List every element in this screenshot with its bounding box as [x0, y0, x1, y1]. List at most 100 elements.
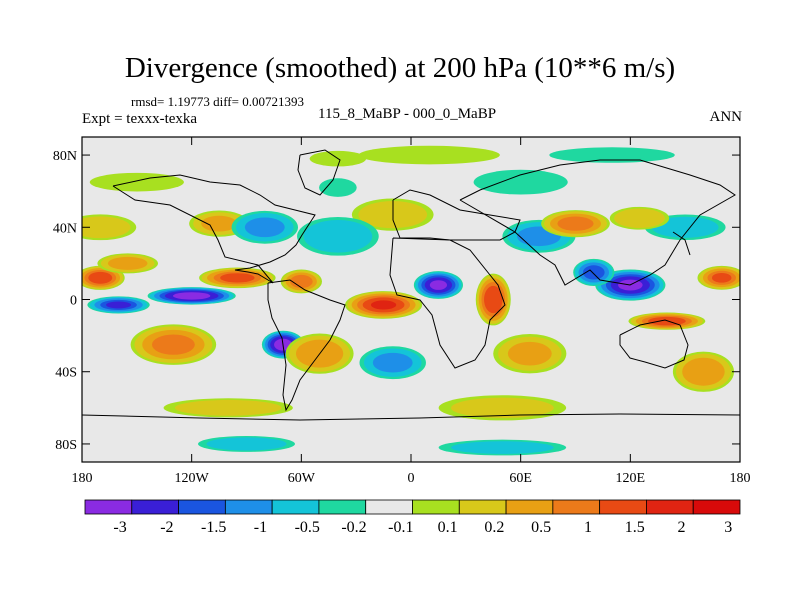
- anomaly-region-18: [199, 267, 276, 289]
- anomaly-region-35: [438, 395, 567, 421]
- season-label: ANN: [709, 109, 743, 125]
- anomaly-region-26: [573, 258, 615, 286]
- anomaly-region-29: [285, 333, 354, 374]
- y-tick-label: 40S: [55, 366, 77, 381]
- colorbar-label: 0.1: [438, 519, 458, 536]
- anomaly-region-21: [345, 291, 423, 319]
- colorbar-swatch: [412, 499, 460, 515]
- colorbar-label: -1: [254, 519, 267, 536]
- colorbar-swatch: [271, 499, 320, 515]
- anomaly-region-27: [628, 312, 706, 330]
- contour-field: [82, 137, 740, 462]
- anomaly-region-30: [130, 324, 217, 365]
- contour-level: [289, 274, 313, 288]
- anomaly-region-16: [697, 265, 740, 290]
- contour-level: [372, 352, 413, 373]
- coastlines: [82, 149, 740, 421]
- colorbar-label: 1.5: [625, 519, 645, 536]
- anomaly-region-14: [609, 206, 670, 230]
- x-tick-label: 60W: [288, 471, 316, 486]
- colorbar-label: -0.5: [295, 519, 320, 536]
- contour-level: [89, 172, 184, 192]
- colorbar-label: 2: [678, 519, 686, 536]
- y-tick-label: 80S: [55, 438, 77, 453]
- anomaly-region-32: [493, 333, 567, 374]
- contour-level: [549, 147, 675, 163]
- x-tick-label: 0: [408, 471, 415, 486]
- anomaly-region-17: [97, 253, 158, 274]
- anomaly-region-22: [280, 269, 322, 294]
- anomaly-region-2: [549, 147, 675, 163]
- rmsd-value: 1.19773: [167, 94, 210, 109]
- colorbar-label: 0.5: [531, 519, 551, 536]
- anomaly-region-12: [541, 210, 610, 238]
- contour-level: [303, 220, 373, 253]
- colorbar-label: -1.5: [201, 519, 226, 536]
- coastline-south-america: [267, 279, 346, 412]
- colorbar-swatch: [84, 499, 133, 515]
- contour-level: [358, 145, 500, 165]
- colorbar-swatch: [458, 499, 507, 515]
- colorbar-label: 0.2: [484, 519, 504, 536]
- anomaly-region-15: [82, 265, 125, 290]
- y-tick-label: 40N: [53, 221, 77, 236]
- contour-level: [711, 273, 732, 283]
- anomaly-region-3: [319, 178, 357, 197]
- contour-level: [88, 271, 113, 284]
- anomaly-region-33: [672, 351, 735, 392]
- colorbar-swatch: [365, 499, 413, 515]
- colorbar-swatch: [318, 499, 367, 515]
- anomaly-region-36: [198, 435, 295, 452]
- coastline-greenland: [297, 149, 341, 196]
- contour-level: [370, 300, 397, 310]
- anomaly-region-6: [82, 214, 137, 241]
- contour-level: [682, 357, 725, 386]
- coastline-north-america: [112, 174, 316, 284]
- coastline-antarctica: [82, 413, 740, 421]
- axis-ticks: 180 120W 60W 0 60E 120E 180 80N 40N 0 40S 80S: [53, 137, 751, 486]
- contour-level: [174, 399, 282, 416]
- colorbar-swatch: [552, 499, 601, 515]
- colorbar-label: -3: [113, 519, 126, 536]
- anomaly-region-20: [87, 296, 150, 314]
- y-tick-label: 80N: [53, 149, 77, 164]
- contour-level: [507, 341, 552, 366]
- x-tick-label: 60E: [509, 471, 532, 486]
- contour-level: [172, 292, 211, 300]
- anomaly-region-23: [413, 271, 463, 299]
- colorbar-label: -0.1: [388, 519, 413, 536]
- anomaly-region-34: [163, 398, 293, 418]
- x-tick-label: 180: [72, 471, 93, 486]
- colorbar-swatch: [505, 499, 554, 515]
- anomaly-region-24: [475, 273, 511, 326]
- colorbar: -3 -2 -1.5 -1 -0.5 -0.2 -0.1 0.1 0.2 0.5 1 1.5 2 3: [84, 499, 741, 536]
- anomaly-region-19: [147, 287, 236, 305]
- plot-title: Divergence (smoothed) at 200 hPa (10**6 …: [124, 52, 676, 84]
- contour-level: [244, 217, 285, 238]
- contour-level: [429, 280, 448, 290]
- coastline-japan: [672, 231, 691, 256]
- contour-level: [319, 178, 357, 197]
- contour-level: [220, 273, 255, 283]
- colorbar-swatch: [599, 499, 647, 515]
- experiment-label: Expt = texxx-texka: [82, 111, 198, 127]
- rmsd-label: rmsd=: [131, 94, 165, 109]
- colorbar-label: 1: [584, 519, 592, 536]
- colorbar-swatch: [178, 499, 226, 515]
- anomaly-region-10: [231, 210, 299, 244]
- contour-level: [451, 397, 554, 418]
- contour-level: [151, 334, 195, 355]
- y-tick-label: 0: [70, 294, 77, 309]
- colorbar-swatch: [131, 499, 179, 515]
- colorbar-label: -2: [160, 519, 173, 536]
- case-difference-label: 115_8_MaBP - 000_0_MaBP: [318, 106, 497, 122]
- contour-level: [473, 169, 568, 195]
- colorbar-swatch: [692, 499, 741, 515]
- diff-label: diff=: [213, 94, 239, 109]
- colorbar-swatch: [224, 499, 273, 515]
- coastline-asia: [459, 159, 736, 286]
- contour-level: [651, 216, 719, 238]
- anomaly-region-31: [359, 346, 426, 380]
- anomaly-region-37: [438, 439, 567, 456]
